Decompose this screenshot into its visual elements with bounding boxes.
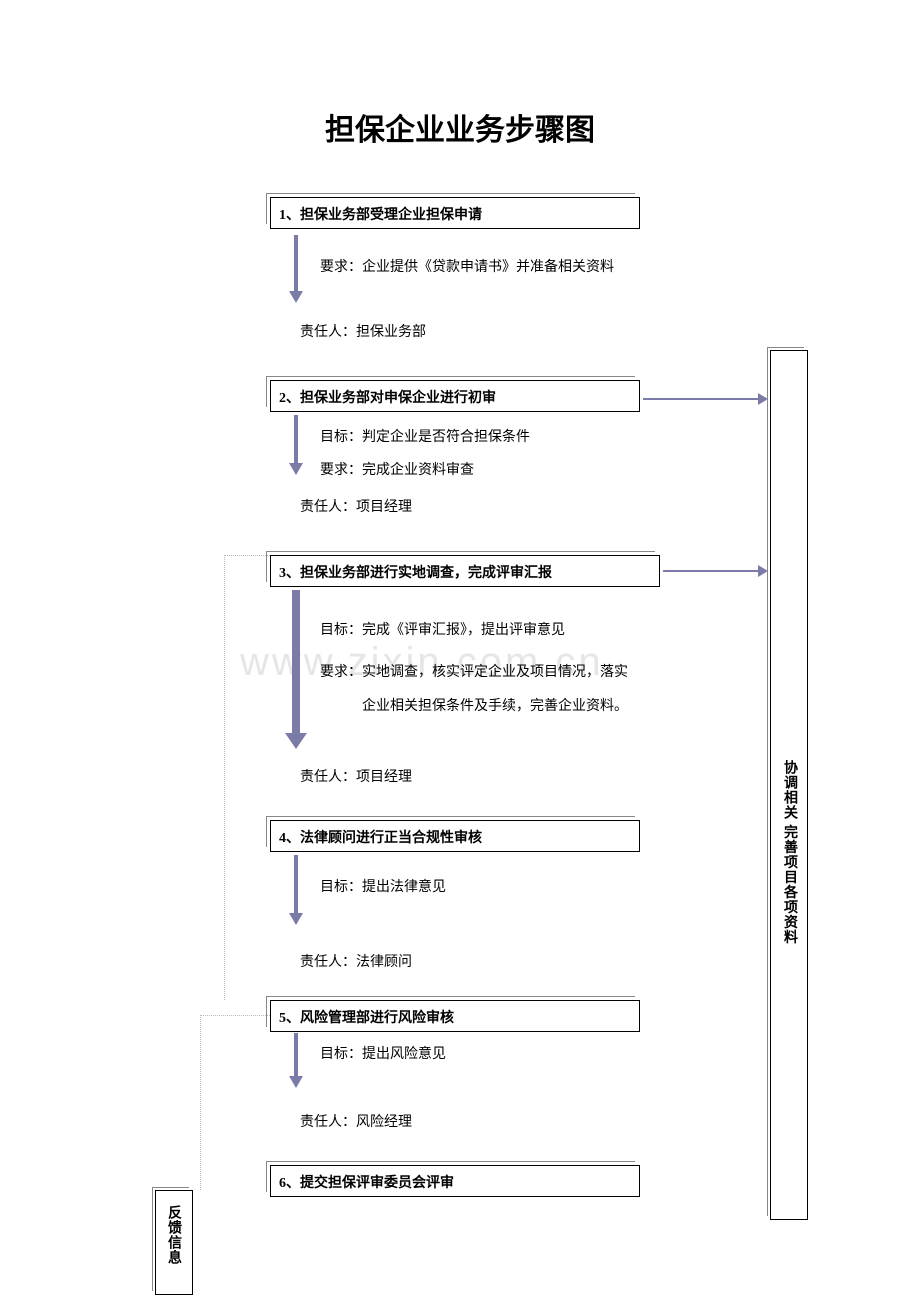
step-4-owner: 责任人：法律顾问	[300, 950, 412, 977]
step-1-box: 1、担保业务部受理企业担保申请	[270, 197, 640, 229]
step-5-line1: 目标：提出风险意见	[320, 1042, 446, 1069]
dotted-h-3	[224, 555, 270, 556]
dotted-v-3	[224, 555, 225, 1000]
arrow-3	[292, 590, 300, 735]
step-4-box: 4、法律顾问进行正当合规性审核	[270, 820, 640, 852]
dotted-h-5	[200, 1015, 270, 1016]
arrow-1	[294, 235, 298, 293]
step-3-owner: 责任人：项目经理	[300, 765, 412, 792]
step-2-box: 2、担保业务部对申保企业进行初审	[270, 380, 640, 412]
step-2-line1: 目标：判定企业是否符合担保条件	[320, 425, 530, 452]
right-side-label: 协调相关 完善项目各项资料	[779, 760, 799, 945]
step-2-owner: 责任人：项目经理	[300, 495, 412, 522]
step-4-line1: 目标：提出法律意见	[320, 875, 446, 902]
step-3-box: 3、担保业务部进行实地调查，完成评审汇报	[270, 555, 660, 587]
step-1-owner: 责任人：担保业务部	[300, 320, 426, 347]
arrow-step2-right	[643, 398, 758, 400]
arrow-2	[294, 415, 298, 465]
dotted-v-5	[200, 1015, 201, 1190]
step-3-line2: 要求：实地调查，核实评定企业及项目情况，落实	[320, 660, 628, 687]
step-3-line1: 目标：完成《评审汇报》，提出评审意见	[320, 618, 565, 645]
step-1-req: 要求：企业提供《贷款申请书》并准备相关资料	[320, 255, 614, 282]
left-side-label: 反馈信息	[163, 1205, 183, 1265]
step-5-box: 5、风险管理部进行风险审核	[270, 1000, 640, 1032]
step-2-line2: 要求：完成企业资料审查	[320, 458, 474, 485]
step-3-line3: 企业相关担保条件及手续，完善企业资料。	[320, 694, 628, 721]
step-5-owner: 责任人：风险经理	[300, 1110, 412, 1137]
arrow-5	[294, 1033, 298, 1078]
arrow-step3-right	[663, 570, 758, 572]
page-title: 担保企业业务步骤图	[0, 105, 920, 149]
arrow-4	[294, 855, 298, 915]
step-6-box: 6、提交担保评审委员会评审	[270, 1165, 640, 1197]
